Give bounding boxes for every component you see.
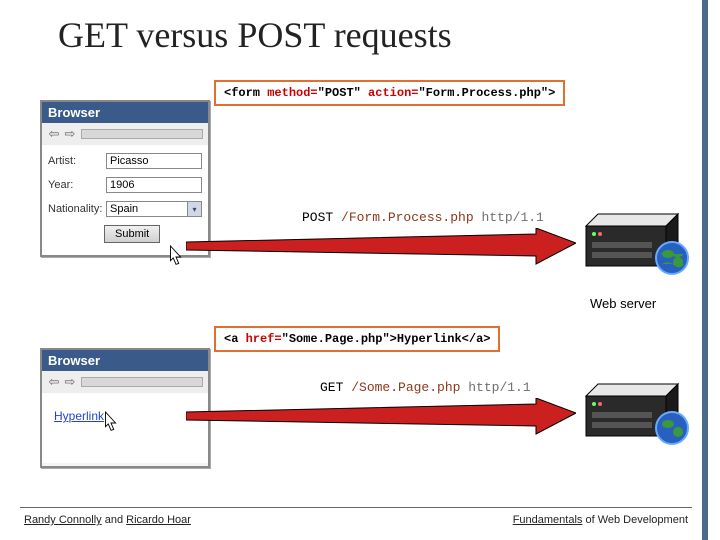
author-2: Ricardo Hoar (126, 514, 191, 526)
code-box-anchor: <a href="Some.Page.php">Hyperlink</a> (214, 326, 500, 352)
footer-divider (20, 507, 692, 508)
code-box-form: <form method="POST" action="Form.Process… (214, 80, 565, 106)
url-bar[interactable] (81, 377, 203, 387)
accent-bar (702, 0, 708, 540)
browser-toolbar: ⇦ ⇨ (42, 371, 208, 393)
browser-body: Artist: Picasso Year: 1906 Nationality: … (42, 145, 208, 255)
select-nationality[interactable]: Spain (106, 201, 188, 217)
forward-icon[interactable]: ⇨ (63, 127, 77, 141)
code-text: </a> (462, 332, 491, 346)
footer-text: and (102, 514, 126, 526)
http-line-get: GET /Some.Page.php http/1.1 (320, 380, 531, 395)
arrow-get (186, 398, 576, 438)
code-text: "Some.Page.php" (282, 332, 390, 346)
form-row-year: Year: 1906 (48, 177, 202, 193)
input-artist[interactable]: Picasso (106, 153, 202, 169)
book-title-part: Fundamentals (513, 514, 583, 526)
code-text: "POST" (318, 86, 361, 100)
browser-body: Hyperlink (42, 393, 208, 463)
back-icon[interactable]: ⇦ (47, 375, 61, 389)
browser-header: Browser (42, 350, 208, 371)
code-text: > (390, 332, 397, 346)
code-text: "Form.Process.php" (418, 86, 548, 100)
hyperlink[interactable]: Hyperlink (54, 409, 104, 423)
code-text: method= (267, 86, 317, 100)
http-method: GET (320, 380, 351, 395)
browser-post: Browser ⇦ ⇨ Artist: Picasso Year: 1906 N… (40, 100, 210, 257)
label-nationality: Nationality: (48, 203, 100, 215)
back-icon[interactable]: ⇦ (47, 127, 61, 141)
footer-book: Fundamentals of Web Development (513, 514, 688, 526)
http-proto: http/1.1 (468, 380, 530, 395)
page-title: GET versus POST requests (58, 14, 452, 56)
http-path: /Form.Process.php (341, 210, 481, 225)
author-1: Randy Connolly (24, 514, 102, 526)
server-label: Web server (590, 296, 656, 311)
browser-header: Browser (42, 102, 208, 123)
forward-icon[interactable]: ⇨ (63, 375, 77, 389)
footer-authors: Randy Connolly and Ricardo Hoar (24, 514, 191, 526)
globe-icon (654, 240, 690, 276)
code-text: > (548, 86, 555, 100)
http-path: /Some.Page.php (351, 380, 468, 395)
code-text: href= (246, 332, 282, 346)
server-post (580, 210, 690, 268)
book-title-rest: of Web Development (582, 514, 688, 526)
input-year[interactable]: 1906 (106, 177, 202, 193)
code-text: Hyperlink (397, 332, 462, 346)
chevron-down-icon[interactable]: ▾ (188, 201, 202, 217)
form-row-artist: Artist: Picasso (48, 153, 202, 169)
browser-get: Browser ⇦ ⇨ Hyperlink (40, 348, 210, 468)
label-artist: Artist: (48, 155, 100, 167)
http-line-post: POST /Form.Process.php http/1.1 (302, 210, 544, 225)
http-method: POST (302, 210, 341, 225)
arrow-post (186, 228, 576, 268)
code-text: <a (224, 332, 246, 346)
browser-toolbar: ⇦ ⇨ (42, 123, 208, 145)
submit-button[interactable]: Submit (104, 225, 160, 243)
form-row-nationality: Nationality: Spain ▾ (48, 201, 202, 217)
http-proto: http/1.1 (481, 210, 543, 225)
server-get (580, 380, 690, 438)
code-text: <form (224, 86, 267, 100)
url-bar[interactable] (81, 129, 203, 139)
label-year: Year: (48, 179, 100, 191)
globe-icon (654, 410, 690, 446)
code-text: action= (361, 86, 419, 100)
